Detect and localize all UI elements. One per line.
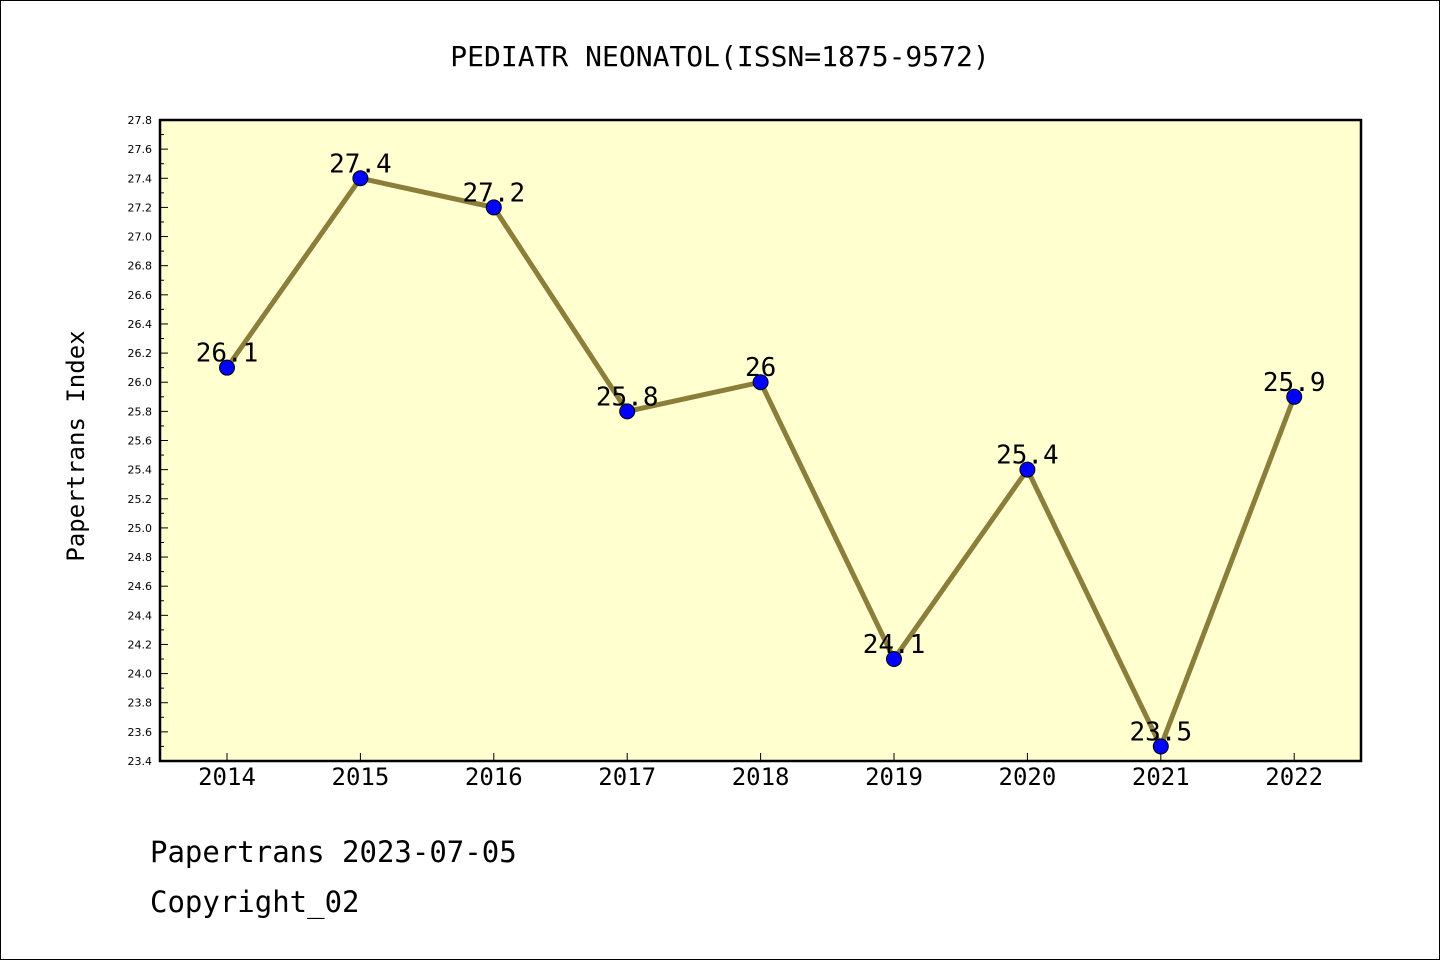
- footer-copyright: Copyright_02: [150, 885, 360, 919]
- data-label: 27.4: [329, 149, 392, 179]
- series-line-group: [219, 170, 1303, 755]
- y-tick-label: 27.6: [128, 143, 153, 156]
- y-tick-label: 26.2: [128, 347, 153, 360]
- data-label: 23.5: [1129, 717, 1192, 747]
- y-tick-label: 23.6: [128, 726, 153, 739]
- y-tick-label: 25.8: [128, 405, 153, 418]
- data-point: [1152, 738, 1169, 755]
- y-tick-label: 27.2: [128, 201, 153, 214]
- data-labels: 26.1 27.4 27.2 25.8 26 24.1 25.4 23.5 25.9: [196, 149, 1326, 747]
- data-point: [1019, 461, 1036, 478]
- footer-date: Papertrans 2023-07-05: [150, 835, 517, 869]
- data-label: 25.4: [996, 441, 1059, 471]
- y-tick-label: 23.8: [128, 697, 153, 710]
- y-tick-label: 23.4: [128, 755, 153, 768]
- y-tick-label: 26.4: [128, 318, 153, 331]
- data-label: 26: [745, 353, 776, 383]
- y-tick-label: 27.0: [128, 231, 153, 244]
- data-label: 25.8: [596, 382, 659, 412]
- x-tick-label: 2016: [465, 763, 523, 791]
- x-tick-label: 2015: [332, 763, 390, 791]
- data-label: 26.1: [196, 339, 259, 369]
- y-tick-label: 26.6: [128, 289, 153, 302]
- x-axis: 2014 2015 2016 2017 2018 2019 2020 2021 2022: [198, 753, 1323, 791]
- x-tick-label: 2018: [732, 763, 790, 791]
- x-tick-label: 2014: [198, 763, 256, 791]
- y-tick-label: 25.6: [128, 435, 153, 448]
- y-tick-label: 26.8: [128, 260, 153, 273]
- x-tick-label: 2020: [999, 763, 1057, 791]
- y-tick-label: 25.4: [128, 464, 153, 477]
- y-tick-label: 24.2: [128, 638, 153, 651]
- y-tick-label: 24.6: [128, 580, 153, 593]
- chart-title: PEDIATR NEONATOL(ISSN=1875-9572): [450, 40, 989, 73]
- data-label: 27.2: [462, 178, 525, 208]
- data-point: [619, 403, 636, 420]
- data-point: [886, 651, 902, 668]
- y-axis-label: Papertrans Index: [62, 330, 90, 561]
- y-tick-label: 25.0: [128, 522, 153, 535]
- plot-area: [158, 118, 1363, 763]
- data-point: [219, 359, 235, 376]
- data-label: 24.1: [863, 630, 926, 660]
- y-tick-label: 24.0: [128, 668, 153, 681]
- y-tick-label: 24.8: [128, 551, 153, 564]
- data-label: 25.9: [1263, 368, 1326, 398]
- y-tick-label: 27.4: [128, 172, 153, 185]
- data-point: [1286, 388, 1303, 405]
- y-tick-label: 27.8: [128, 114, 153, 127]
- y-axis: 23.4 23.6 23.8 24.0 24.2 24.4 24.6 24.8 25.0 25.2…: [128, 114, 168, 768]
- x-tick-label: 2019: [865, 763, 923, 791]
- y-tick-label: 25.2: [128, 493, 153, 506]
- y-tick-label: 24.4: [128, 609, 153, 622]
- data-point: [752, 374, 769, 391]
- y-tick-label: 26.0: [128, 376, 153, 389]
- x-tick-label: 2021: [1132, 763, 1190, 791]
- data-point: [485, 199, 502, 216]
- x-tick-label: 2022: [1265, 763, 1323, 791]
- x-tick-label: 2017: [598, 763, 656, 791]
- data-point: [352, 170, 369, 187]
